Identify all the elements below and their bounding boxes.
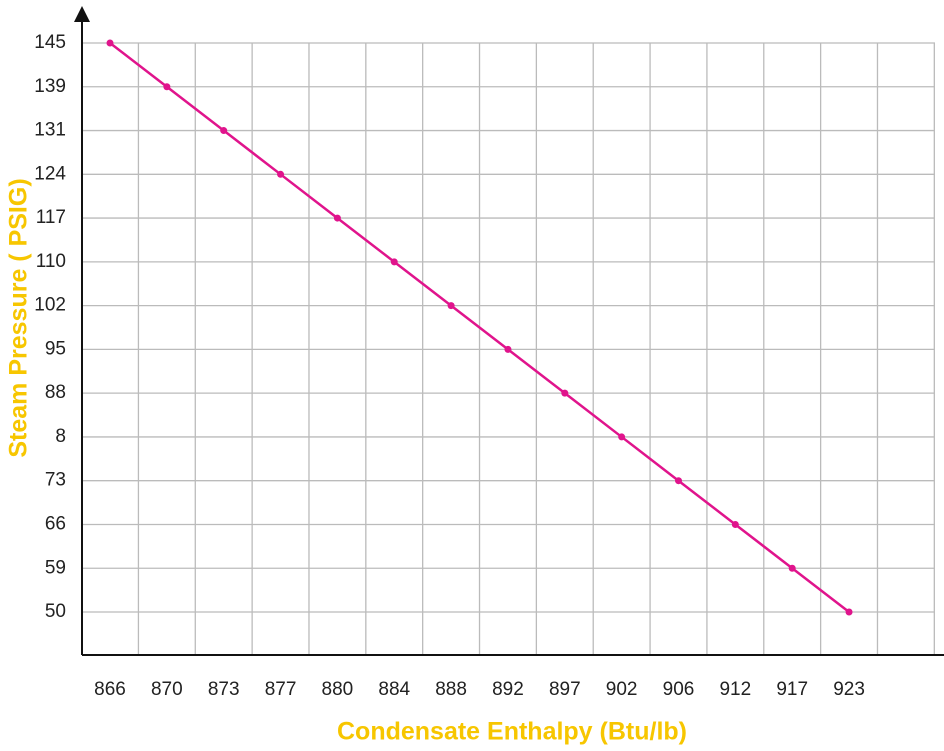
x-tick-label: 906: [663, 679, 695, 700]
data-line: [109, 42, 850, 614]
x-tick-label: 877: [265, 679, 297, 700]
y-tick-label: 50: [45, 601, 66, 622]
x-tick-label: 873: [208, 679, 240, 700]
x-tick-label: 917: [776, 679, 808, 700]
x-axis-title: Condensate Enthalpy (Btu/lb): [337, 718, 687, 746]
data-point: [106, 39, 114, 47]
y-tick-label: 8: [55, 426, 66, 447]
x-tick-label: 912: [719, 679, 751, 700]
y-tick-label: 88: [45, 382, 66, 403]
data-point: [675, 477, 682, 485]
data-point: [731, 520, 739, 528]
x-tick-label: 880: [322, 679, 354, 700]
y-tick-label: 73: [45, 470, 66, 491]
x-tick-label: 870: [151, 679, 183, 700]
data-point: [220, 127, 228, 135]
data-point: [277, 170, 285, 178]
data-point: [845, 608, 853, 616]
x-tick-label: 902: [606, 679, 638, 700]
x-tick-label: 892: [492, 679, 524, 700]
y-tick-label: 117: [36, 207, 66, 228]
x-tick-label: 884: [378, 679, 410, 700]
data-point: [163, 83, 171, 91]
data-point: [504, 345, 512, 353]
y-tick-label: 102: [34, 295, 66, 316]
data-point: [618, 433, 626, 441]
y-tick-label: 131: [34, 120, 66, 141]
y-axis-title: Steam Pressure ( PSIG): [5, 178, 33, 457]
y-tick-label: 124: [34, 163, 66, 184]
data-point: [447, 302, 455, 310]
y-tick-label: 110: [36, 251, 66, 272]
x-tick-label: 888: [435, 679, 467, 700]
data-point: [561, 389, 569, 397]
y-tick-label: 95: [45, 338, 66, 359]
y-tick-label: 139: [34, 76, 66, 97]
x-tick-label: 866: [94, 679, 126, 700]
data-point: [390, 258, 398, 266]
data-point: [788, 564, 796, 572]
y-tick-label: 59: [45, 557, 66, 578]
y-tick-label: 66: [45, 513, 66, 534]
x-tick-label: 923: [833, 679, 865, 700]
data-point: [333, 214, 341, 222]
y-tick-label: 145: [34, 32, 66, 53]
x-tick-label: 897: [549, 679, 581, 700]
